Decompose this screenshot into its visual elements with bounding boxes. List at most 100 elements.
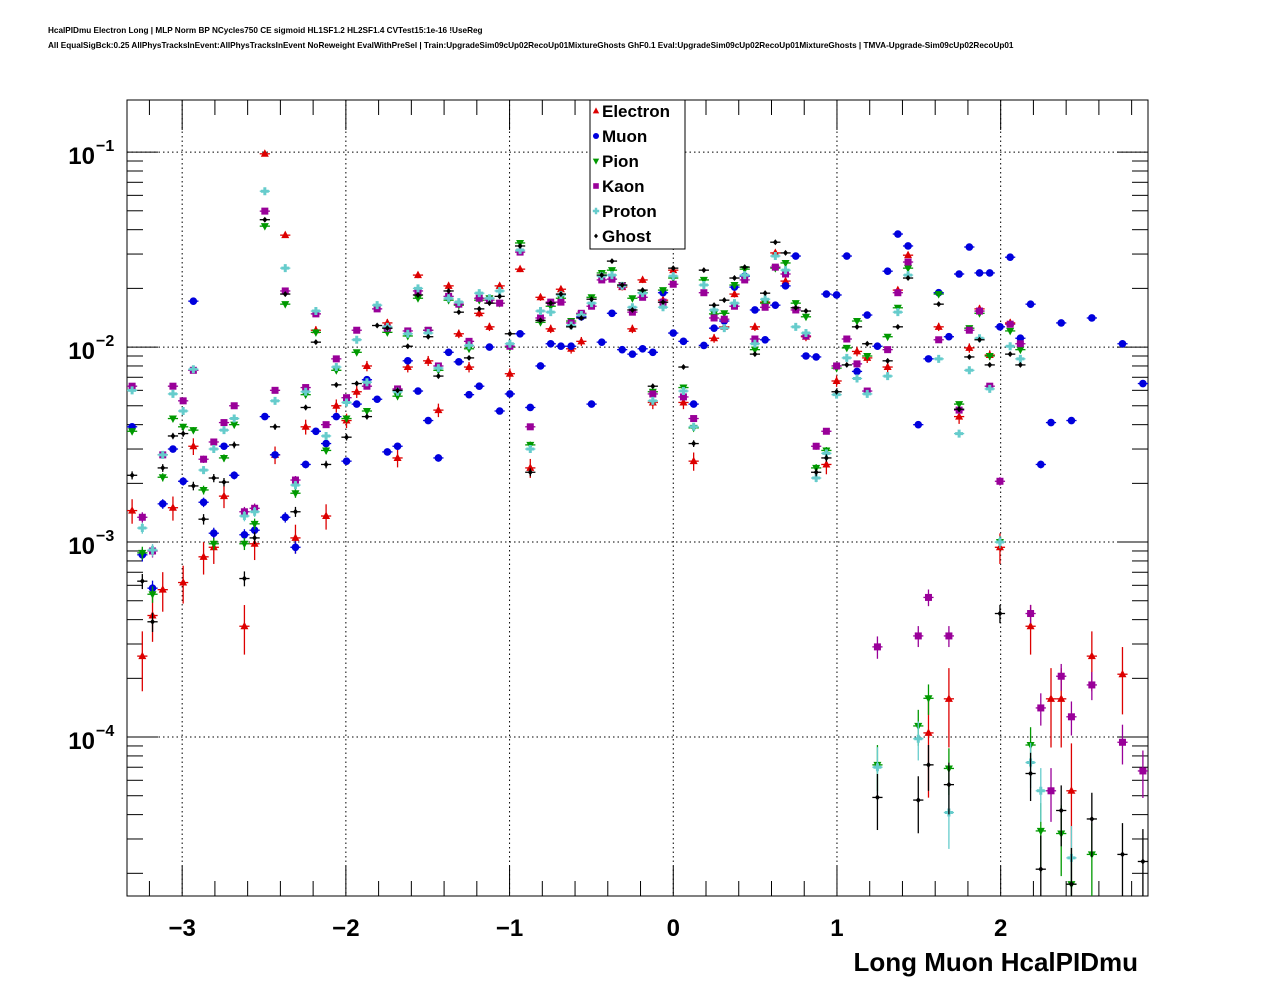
muon-point — [209, 529, 218, 538]
muon-point — [434, 454, 443, 462]
ghost-point — [946, 781, 952, 788]
proton-point — [219, 426, 228, 435]
ghost-point — [405, 343, 411, 350]
series-proton — [127, 187, 1077, 896]
proton-point — [822, 449, 831, 458]
electron-point — [403, 362, 412, 371]
electron-point — [240, 621, 249, 630]
proton-point — [587, 299, 596, 308]
electron-point — [219, 491, 228, 500]
kaon-point — [526, 423, 534, 431]
muon-point — [179, 477, 187, 486]
kaon-point — [210, 438, 218, 446]
pion-point — [281, 301, 290, 309]
kaon-point — [904, 258, 912, 266]
muon-point — [352, 400, 361, 408]
electron-point — [352, 387, 361, 395]
ghost-point — [1058, 807, 1064, 814]
x-tick-label: 2 — [994, 915, 1007, 942]
proton-point — [934, 354, 943, 363]
electron-point — [944, 694, 953, 702]
pion-point — [863, 352, 872, 361]
y-tick-label: 10 — [68, 143, 95, 170]
pion-point — [607, 267, 616, 275]
electron-point — [393, 453, 402, 461]
muon-point — [526, 403, 535, 412]
ghost-point — [864, 340, 870, 347]
ghost-point — [415, 291, 421, 298]
kaon-point — [138, 513, 146, 521]
muon-point — [945, 332, 953, 341]
muon-point — [546, 339, 555, 348]
muon-point — [955, 270, 963, 278]
proton-point — [771, 252, 780, 261]
muon-point — [863, 311, 872, 319]
muon-point — [271, 451, 279, 459]
ghost-point — [609, 258, 615, 265]
kaon-point — [169, 382, 177, 390]
kaon-point — [200, 455, 208, 463]
ghost-point — [834, 388, 840, 395]
proton-point — [424, 329, 433, 338]
proton-point — [311, 307, 320, 316]
muon-point — [669, 329, 678, 337]
legend-marker-proton-icon — [592, 207, 600, 215]
electron-point — [424, 356, 433, 364]
electron-point — [689, 456, 698, 465]
electron-point — [638, 275, 647, 283]
kaon-point — [741, 276, 749, 284]
muon-point — [649, 348, 657, 357]
legend-label-proton: Proton — [602, 202, 657, 221]
pion-point — [199, 486, 208, 495]
ghost-point — [527, 469, 533, 476]
ghost-point — [507, 330, 513, 337]
proton-point — [679, 387, 688, 396]
pion-point — [322, 447, 331, 455]
kaon-point — [649, 390, 657, 398]
proton-point — [516, 246, 525, 255]
ghost-point — [180, 430, 186, 437]
proton-point — [1016, 354, 1025, 363]
ghost-point — [282, 291, 288, 298]
electron-point — [516, 264, 525, 273]
kaon-point — [281, 287, 289, 295]
muon-point — [812, 353, 820, 361]
electron-point — [444, 281, 453, 289]
muon-point — [424, 416, 432, 425]
electron-point — [1067, 786, 1076, 794]
proton-point — [209, 445, 218, 454]
proton-point — [434, 364, 443, 373]
y-tick-label: 10 — [68, 728, 95, 755]
proton-point — [291, 481, 300, 490]
pion-point — [179, 423, 188, 432]
ghost-point — [160, 464, 166, 471]
electron-point — [505, 369, 514, 377]
ghost-point — [333, 381, 339, 388]
ghost-point — [517, 242, 523, 249]
kaon-point — [179, 397, 187, 405]
kaon-point — [465, 337, 473, 345]
electron-point — [179, 578, 188, 586]
kaon-point — [639, 293, 647, 301]
kaon-point — [1037, 704, 1045, 712]
electron-point — [526, 463, 535, 471]
muon-point — [587, 400, 596, 408]
ghost-point — [1017, 361, 1023, 368]
proton-point — [791, 322, 800, 331]
muon-point — [996, 323, 1004, 331]
ghost-point — [538, 317, 544, 324]
ghost-point — [987, 361, 993, 368]
ghost-point — [701, 267, 707, 274]
proton-point — [485, 294, 494, 303]
ghost-point — [629, 306, 635, 313]
muon-point — [700, 341, 708, 350]
muon-point — [158, 500, 167, 508]
ghost-point — [497, 293, 503, 300]
ghost-point — [854, 323, 860, 330]
muon-point — [1026, 300, 1035, 308]
proton-point — [240, 512, 249, 521]
muon-point — [638, 344, 647, 353]
proton-point — [914, 734, 923, 743]
proton-point — [750, 339, 759, 348]
electron-point — [301, 422, 310, 430]
